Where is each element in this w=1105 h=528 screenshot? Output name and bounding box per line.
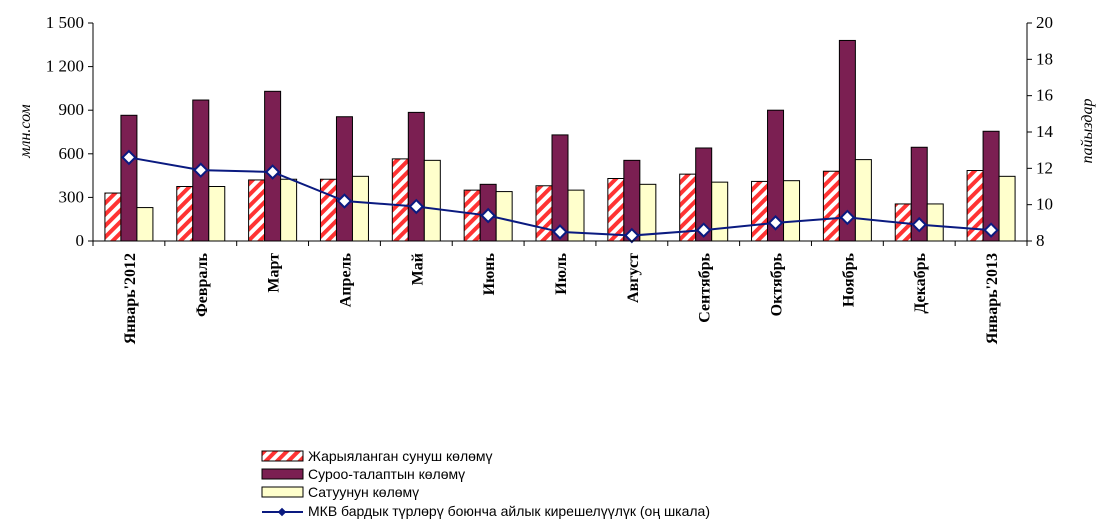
bar-offer	[248, 179, 266, 242]
legend-swatch-demand	[261, 468, 304, 480]
legend: Жарыяланган сунуш көлөмү Суроо-талаптын …	[261, 448, 710, 519]
y-tick-label: 900	[59, 100, 85, 119]
line-point	[552, 224, 568, 240]
y2-axis: 8 10 12 14 16 18 20	[1027, 13, 1054, 250]
category-labels: Январь'2012 Февраль Март Апрель Май Июнь Июль А…	[122, 252, 1001, 344]
y2-tick-label: 16	[1036, 86, 1053, 105]
y-tick-label: 300	[59, 187, 85, 206]
y2-tick-label: 14	[1036, 122, 1054, 141]
y2-tick-label: 8	[1036, 231, 1045, 250]
return-line-series	[121, 149, 999, 244]
category-label: Ноябрь	[840, 252, 857, 307]
y2-axis-title: пайыздар	[1079, 99, 1096, 164]
bar-demand	[335, 116, 353, 242]
legend-marker	[277, 507, 287, 517]
y2-tick-label: 12	[1036, 158, 1053, 177]
bar-offer	[104, 192, 122, 242]
bar-sales	[136, 207, 154, 242]
bar-sales	[208, 186, 226, 242]
bar-offer	[176, 186, 194, 242]
legend-label-demand: Суроо-талаптын көлөмү	[308, 466, 465, 482]
line-point	[408, 198, 425, 215]
category-label: Июнь	[481, 252, 498, 295]
legend-swatch-offer	[261, 450, 304, 462]
category-label: Март	[266, 253, 283, 293]
y2-tick-label: 20	[1036, 13, 1053, 32]
line-point	[767, 215, 784, 231]
bar-sales	[280, 178, 298, 242]
bar-sales	[783, 180, 801, 242]
legend-label-line: МКВ бардык түрлөрү боюнча айлык кирешелү…	[308, 503, 710, 519]
bar-sales	[998, 175, 1016, 242]
line-point	[983, 222, 999, 238]
bar-sales	[351, 175, 369, 242]
line-point	[264, 164, 281, 180]
y-tick-label: 0	[76, 231, 85, 250]
legend-swatch-sales	[261, 486, 304, 498]
bar-offer	[319, 178, 337, 242]
category-label: Май	[409, 253, 426, 285]
category-label: Январь'2012	[122, 253, 139, 344]
line-point	[480, 207, 496, 224]
category-label: Февраль	[194, 252, 211, 317]
category-label: Октябрь	[769, 252, 786, 316]
axis-lines	[92, 23, 1028, 246]
bar-sales	[926, 203, 944, 242]
line-point	[839, 209, 856, 226]
category-label: Апрель	[337, 252, 354, 307]
bar-offer	[535, 185, 553, 242]
y2-tick-label: 10	[1036, 195, 1053, 214]
bar-offer	[391, 158, 409, 242]
category-label: Сентябрь	[697, 252, 714, 322]
bars	[104, 39, 1016, 242]
line-point	[695, 222, 712, 238]
category-label: Январь'2013	[984, 253, 1001, 344]
y-axis: 0 300 600 900 1 200 1 500	[46, 13, 93, 250]
bar-sales	[854, 159, 872, 242]
line-point	[624, 227, 640, 244]
bar-demand	[407, 111, 425, 242]
line-point	[911, 216, 928, 233]
y-tick-label: 1 200	[46, 57, 84, 76]
y-tick-label: 1 500	[46, 13, 84, 32]
bar-offer	[966, 170, 984, 242]
line-point	[336, 193, 353, 209]
bar-offer	[822, 170, 840, 242]
bar-sales	[495, 191, 513, 242]
y-tick-label: 600	[59, 144, 85, 163]
legend-label-sales: Сатуунун көлөмү	[308, 484, 419, 500]
line-point	[192, 162, 209, 178]
bar-sales	[639, 183, 657, 242]
y2-tick-label: 18	[1036, 49, 1053, 68]
legend-label-offer: Жарыяланган сунуш көлөмү	[308, 448, 493, 464]
y-axis-title: млн.сом	[17, 104, 34, 158]
bar-offer	[751, 180, 769, 242]
bar-offer	[463, 189, 481, 242]
line-point	[121, 149, 137, 166]
bar-sales	[711, 181, 729, 242]
category-label: Август	[625, 253, 642, 303]
bar-demand	[120, 114, 138, 242]
bar-sales	[423, 159, 441, 242]
category-label: Июль	[553, 252, 570, 294]
bar-offer	[607, 178, 625, 242]
category-label: Декабрь	[912, 252, 929, 313]
